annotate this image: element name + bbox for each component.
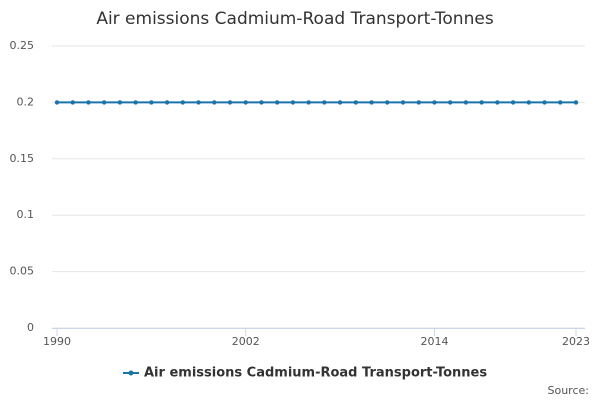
point — [196, 100, 201, 105]
point — [526, 100, 532, 105]
point — [164, 100, 170, 105]
x-tick-label: 1990 — [43, 335, 71, 348]
y-tick-label: 0.15 — [10, 152, 35, 165]
point — [243, 100, 248, 105]
point — [385, 100, 390, 105]
point — [54, 100, 60, 105]
point — [479, 100, 484, 105]
point — [463, 100, 469, 105]
source: Source: — [548, 384, 590, 397]
point — [259, 100, 264, 105]
point — [180, 100, 186, 105]
legend-symbol — [128, 370, 134, 376]
point — [86, 100, 91, 105]
legend-label: Air emissions Cadmium-Road Transport-Ton… — [144, 366, 487, 381]
point — [510, 100, 516, 105]
y-tick-label: 0.2 — [17, 95, 35, 108]
x-tick-label: 2002 — [232, 335, 260, 348]
point — [227, 100, 233, 105]
point — [337, 100, 343, 105]
point — [416, 100, 421, 105]
point — [573, 100, 579, 105]
point — [101, 100, 107, 105]
point — [290, 100, 296, 105]
point — [117, 100, 123, 105]
y-tick-label: 0.25 — [10, 39, 35, 52]
point — [149, 100, 154, 105]
point — [447, 100, 453, 105]
point — [322, 100, 327, 105]
point — [212, 100, 217, 105]
x-tick-label: 2023 — [562, 335, 590, 348]
point — [400, 100, 406, 105]
point — [274, 100, 280, 105]
point — [558, 100, 563, 105]
point — [432, 100, 437, 105]
point — [542, 100, 547, 105]
y-tick-label: 0.1 — [17, 208, 35, 221]
y-tick-label: 0 — [27, 321, 34, 334]
point — [353, 100, 359, 105]
point — [369, 100, 374, 105]
x-tick-label: 2014 — [420, 335, 448, 348]
point — [306, 100, 311, 105]
point — [70, 100, 75, 105]
y-tick-label: 0.05 — [10, 265, 35, 278]
point — [133, 100, 138, 105]
chart-title: Air emissions Cadmium-Road Transport-Ton… — [96, 9, 494, 29]
point — [495, 100, 500, 105]
